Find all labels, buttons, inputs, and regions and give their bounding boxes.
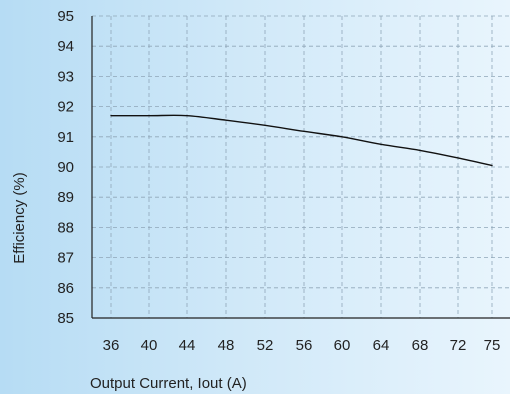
x-tick-label: 52 xyxy=(257,337,274,354)
x-tick-labels: 36 40 44 48 52 56 60 64 68 72 75 xyxy=(103,337,501,354)
y-tick-label: 86 xyxy=(57,280,74,297)
y-tick-label: 85 xyxy=(57,310,74,327)
x-tick-label: 68 xyxy=(412,337,429,354)
y-tick-labels: 85 86 87 88 89 90 91 92 93 94 95 xyxy=(57,8,74,327)
x-tick-label: 48 xyxy=(218,337,235,354)
x-tick-label: 44 xyxy=(179,337,196,354)
y-tick-label: 90 xyxy=(57,159,74,176)
axes xyxy=(91,16,510,319)
x-tick-label: 64 xyxy=(373,337,390,354)
y-tick-label: 88 xyxy=(57,219,74,236)
y-tick-label: 94 xyxy=(57,38,74,55)
y-tick-label: 91 xyxy=(57,129,74,146)
x-tick-label: 40 xyxy=(141,337,158,354)
x-tick-label: 60 xyxy=(334,337,351,354)
x-tick-label: 72 xyxy=(450,337,467,354)
series-layer xyxy=(110,114,493,167)
y-tick-label: 92 xyxy=(57,99,74,116)
y-tick-label: 93 xyxy=(57,68,74,85)
y-axis-title: Efficiency (%) xyxy=(11,172,28,263)
y-tick-label: 87 xyxy=(57,250,74,267)
x-tick-label: 56 xyxy=(296,337,313,354)
x-axis-title: Output Current, Iout (A) xyxy=(90,375,247,392)
y-tick-label: 95 xyxy=(57,8,74,25)
y-tick-label: 89 xyxy=(57,189,74,206)
efficiency-series-line xyxy=(110,114,493,167)
x-tick-label: 36 xyxy=(103,337,120,354)
grid-lines xyxy=(92,15,510,318)
x-tick-label: 75 xyxy=(484,337,501,354)
